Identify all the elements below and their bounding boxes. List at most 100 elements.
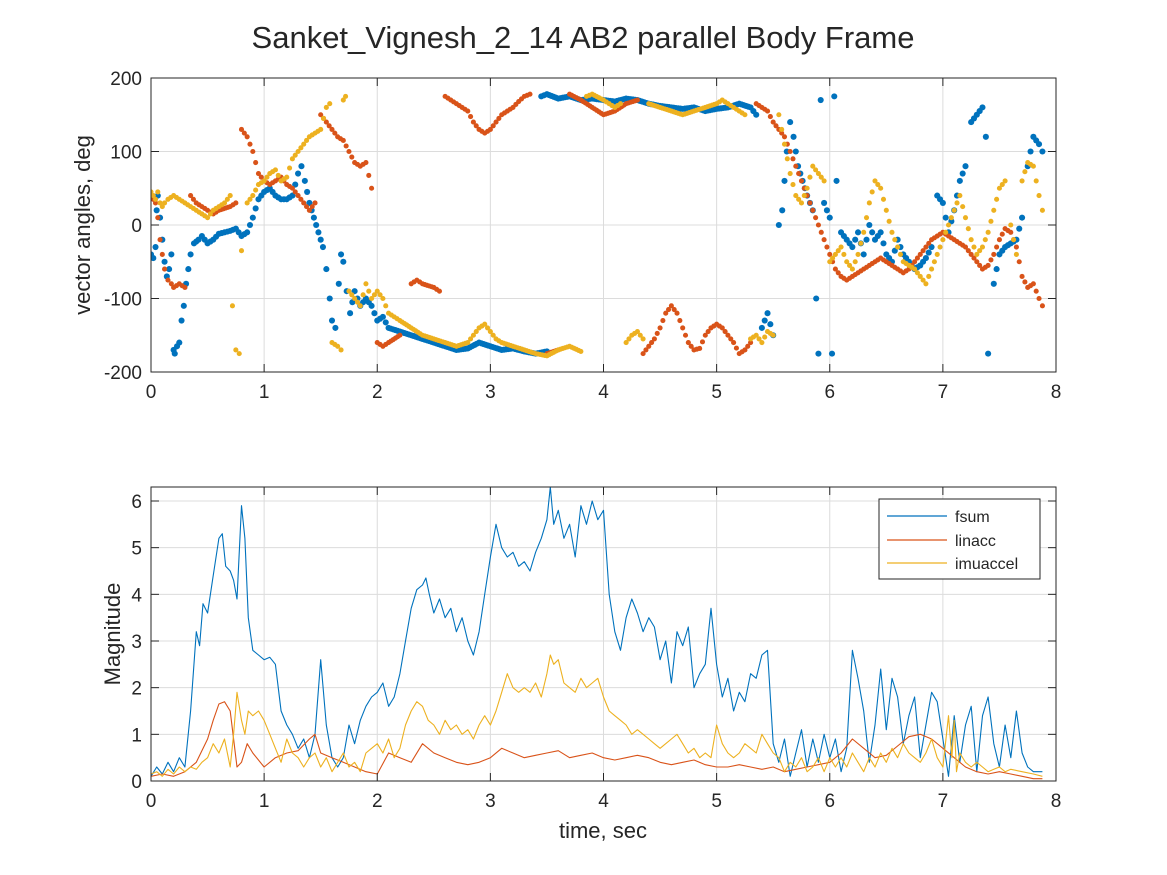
scatter-point bbox=[832, 251, 838, 257]
scatter-point bbox=[162, 200, 168, 206]
scatter-point bbox=[651, 336, 657, 342]
scatter-point bbox=[939, 199, 946, 206]
top-ticks: 0 1 2 3 4 5 6 7 8 -200 -100 0 100 200 bbox=[104, 69, 1061, 403]
scatter-point bbox=[926, 273, 932, 280]
scatter-point bbox=[920, 277, 926, 283]
scatter-point bbox=[787, 148, 793, 155]
scatter-point bbox=[934, 251, 940, 257]
scatter-point bbox=[238, 248, 245, 254]
scatter-point bbox=[959, 170, 966, 177]
scatter-point bbox=[1016, 225, 1023, 232]
scatter-point bbox=[229, 303, 235, 309]
scatter-point bbox=[634, 329, 640, 335]
scatter-point bbox=[335, 343, 341, 349]
scatter-point bbox=[833, 177, 840, 184]
scatter-point bbox=[287, 165, 293, 171]
scatter-point bbox=[354, 299, 361, 305]
scatter-point bbox=[852, 236, 859, 243]
scatter-point bbox=[155, 215, 161, 221]
scatter-point bbox=[922, 255, 929, 262]
scatter-point bbox=[329, 126, 335, 132]
scatter-point bbox=[252, 205, 259, 212]
bottom-x-tick-label: 5 bbox=[711, 791, 722, 812]
scatter-point bbox=[685, 340, 691, 346]
scatter-point bbox=[371, 310, 378, 317]
scatter-point bbox=[323, 119, 329, 125]
scatter-point bbox=[792, 148, 799, 155]
scatter-point bbox=[155, 189, 161, 195]
scatter-point bbox=[295, 170, 302, 177]
scatter-point bbox=[968, 237, 974, 243]
scatter-point bbox=[779, 126, 785, 132]
scatter-point bbox=[185, 266, 192, 273]
scatter-point bbox=[892, 237, 898, 243]
scatter-point bbox=[1002, 178, 1008, 184]
scatter-point bbox=[756, 336, 762, 342]
scatter-point bbox=[255, 171, 262, 177]
scatter-point bbox=[261, 178, 267, 184]
scatter-point bbox=[775, 221, 782, 229]
bottom-y-tick-label: 4 bbox=[131, 585, 142, 606]
scatter-point bbox=[957, 193, 963, 199]
scatter-point bbox=[914, 255, 920, 261]
scatter-point bbox=[318, 112, 324, 118]
scatter-point bbox=[889, 229, 895, 235]
scatter-point bbox=[465, 108, 471, 114]
scatter-point bbox=[366, 172, 372, 178]
scatter-point bbox=[468, 114, 474, 120]
bottom-y-tick-label: 6 bbox=[131, 492, 142, 513]
scatter-point bbox=[335, 280, 342, 287]
scatter-point bbox=[1036, 193, 1042, 199]
scatter-point bbox=[1035, 141, 1043, 148]
scatter-point bbox=[722, 329, 728, 335]
scatter-point bbox=[368, 302, 375, 309]
scatter-point bbox=[328, 317, 336, 324]
scatter-point bbox=[823, 207, 830, 214]
scatter-point bbox=[994, 244, 1000, 250]
scatter-point bbox=[762, 334, 768, 340]
scatter-point bbox=[948, 215, 954, 221]
scatter-point bbox=[473, 329, 479, 335]
top-data-layer bbox=[151, 91, 1046, 359]
scatter-point bbox=[640, 351, 646, 357]
bottom-x-tick-label: 1 bbox=[259, 791, 270, 812]
scatter-point bbox=[340, 258, 347, 265]
scatter-point bbox=[303, 204, 310, 210]
scatter-point bbox=[315, 229, 322, 236]
scatter-point bbox=[663, 310, 669, 316]
scatter-point bbox=[793, 163, 799, 169]
scatter-point bbox=[832, 266, 838, 272]
scatter-point bbox=[994, 196, 1000, 202]
scatter-point bbox=[821, 199, 828, 206]
scatter-point bbox=[295, 193, 301, 199]
scatter-point bbox=[971, 255, 977, 261]
scatter-point bbox=[866, 221, 873, 229]
scatter-point bbox=[917, 273, 923, 280]
scatter-point bbox=[767, 114, 773, 120]
scatter-point bbox=[931, 259, 937, 265]
line-imuaccel bbox=[151, 654, 1043, 777]
scatter-point bbox=[349, 154, 355, 160]
scatter-point bbox=[793, 193, 799, 199]
scatter-point bbox=[974, 259, 980, 265]
scatter-point bbox=[731, 340, 737, 346]
scatter-point bbox=[770, 119, 776, 125]
scatter-point bbox=[818, 229, 824, 235]
scatter-point bbox=[284, 174, 290, 180]
scatter-point bbox=[801, 193, 807, 199]
top-grid bbox=[150, 77, 1057, 373]
scatter-point bbox=[159, 204, 165, 210]
scatter-point bbox=[979, 244, 986, 250]
scatter-point bbox=[880, 196, 887, 202]
scatter-point bbox=[244, 134, 250, 140]
scatter-point bbox=[977, 262, 983, 268]
scatter-point bbox=[470, 119, 476, 125]
scatter-point bbox=[798, 200, 805, 206]
scatter-point bbox=[912, 266, 918, 272]
scatter-point bbox=[861, 229, 867, 235]
scatter-point bbox=[153, 207, 160, 214]
scatter-point bbox=[323, 104, 329, 110]
bottom-x-tick-label: 6 bbox=[824, 791, 835, 812]
scatter-point bbox=[828, 350, 836, 357]
legend-label-fsum: fsum bbox=[955, 509, 990, 526]
